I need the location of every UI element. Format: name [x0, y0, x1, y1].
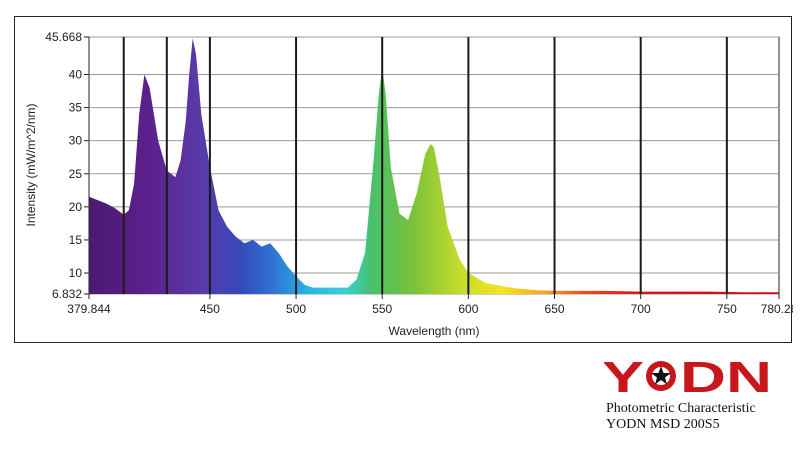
y-tick-label: 35 — [69, 101, 83, 115]
caption-title: Photometric Characteristic — [606, 401, 756, 416]
y-tick-label: 10 — [69, 266, 83, 280]
x-tick-label: 450 — [200, 302, 220, 316]
vertical-gridlines — [122, 37, 728, 294]
x-tick-label: 500 — [286, 302, 306, 316]
spectrum-chart: 45.668 40 35 30 25 20 15 10 6.832 379.844 450 500 5… — [24, 30, 793, 338]
y-tick-label: 25 — [69, 167, 83, 181]
spectrum-area — [89, 38, 779, 294]
x-tick-label: 650 — [545, 302, 565, 316]
x-tick-label: 750 — [717, 302, 737, 316]
x-axis-ticks: 379.844 450 500 550 600 650 700 750 780.26 — [67, 294, 793, 316]
x-tick-label: 600 — [458, 302, 478, 316]
y-tick-label: 15 — [69, 233, 83, 247]
x-tick-label: 550 — [372, 302, 392, 316]
logo-o-star-icon — [646, 361, 676, 391]
caption-model: YODN MSD 200S5 — [606, 417, 720, 432]
chart-frame: 45.668 40 35 30 25 20 15 10 6.832 379.844 450 500 5… — [14, 16, 793, 343]
y-tick-label: 30 — [69, 134, 83, 148]
y-axis-title: Intensity (mW/m^2/nm) — [24, 104, 38, 227]
x-tick-label: 379.844 — [67, 302, 111, 316]
y-axis-ticks: 45.668 40 35 30 25 20 15 10 6.832 — [45, 30, 89, 301]
svg-text:Y: Y — [604, 353, 644, 394]
x-axis-title: Wavelength (nm) — [389, 324, 480, 338]
y-tick-label: 20 — [69, 200, 83, 214]
svg-text:DN: DN — [680, 353, 772, 394]
x-tick-label: 700 — [631, 302, 651, 316]
yodn-logo: Y DN — [604, 353, 772, 394]
y-tick-label: 6.832 — [52, 287, 82, 301]
x-tick-label: 780.26 — [761, 302, 793, 316]
y-tick-label: 40 — [69, 68, 83, 82]
y-tick-label: 45.668 — [45, 30, 82, 44]
